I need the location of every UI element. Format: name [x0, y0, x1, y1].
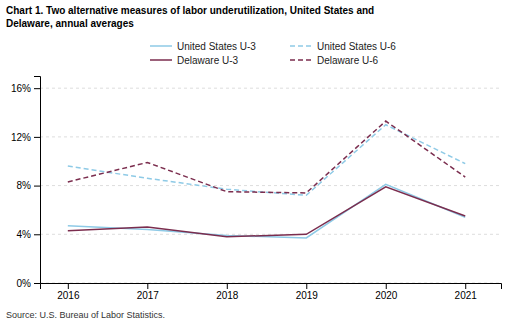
legend-swatch [150, 45, 172, 47]
x-tick: 2021 [455, 283, 478, 301]
y-tick-mark [34, 186, 40, 187]
legend-label: Delaware U-6 [317, 55, 379, 66]
series-line [68, 187, 465, 237]
x-tick-mark [68, 283, 69, 289]
legend-swatch [150, 59, 172, 61]
y-tick: 16% [11, 83, 40, 94]
y-tick: 4% [17, 229, 40, 240]
y-tick-mark [34, 88, 40, 89]
x-axis: 2016 2017 2018 2019 2020 2021 [41, 283, 502, 301]
legend-label: United States U-6 [317, 41, 396, 52]
x-tick: 2018 [216, 283, 239, 301]
grid-line [40, 185, 501, 186]
y-axis-line [34, 77, 41, 284]
x-axis-line [41, 284, 502, 290]
title: Chart 1. Two alternative measures of lab… [6, 5, 374, 16]
y-tick-label: 0% [17, 278, 32, 289]
y-tick-label: 12% [11, 132, 31, 143]
grid-line [40, 88, 501, 89]
grid-line [40, 136, 501, 137]
y-tick-mark [34, 234, 40, 235]
y-tick: 12% [11, 132, 40, 143]
x-tick-label: 2021 [455, 290, 478, 301]
legend-swatch [290, 59, 312, 61]
grid [40, 88, 501, 283]
x-tick: 2020 [375, 283, 398, 301]
y-tick-label: 4% [17, 229, 32, 240]
legend-swatch [290, 45, 312, 47]
y-tick: 0% [17, 278, 40, 289]
chart: Chart 1. Two alternative measures of lab… [0, 0, 515, 323]
legend-label: United States U-3 [177, 41, 256, 52]
y-tick-mark [34, 283, 40, 284]
series-group [68, 121, 465, 238]
x-tick-label: 2019 [296, 290, 319, 301]
x-tick-mark [227, 283, 228, 289]
x-tick-label: 2020 [375, 290, 398, 301]
y-tick-mark [34, 137, 40, 138]
source: Source: U.S. Bureau of Labor Statistics. [6, 310, 165, 320]
legend-label: Delaware U-3 [177, 55, 239, 66]
x-tick-label: 2018 [216, 290, 239, 301]
x-tick: 2017 [137, 283, 160, 301]
plot: 2016 2017 2018 2019 2020 2021 0% 4% 8% 12% 16% [11, 77, 502, 302]
x-tick: 2019 [296, 283, 319, 301]
x-tick-label: 2017 [137, 290, 160, 301]
x-tick-mark [465, 283, 466, 289]
x-tick-label: 2016 [57, 290, 80, 301]
y-tick: 8% [17, 180, 40, 191]
y-tick-label: 16% [11, 83, 31, 94]
title: Delaware, annual averages [6, 18, 134, 29]
x-tick: 2016 [57, 283, 80, 301]
y-tick-label: 8% [17, 180, 32, 191]
x-tick-mark [147, 283, 148, 289]
x-tick-mark [306, 283, 307, 289]
legend: United States U-3 United States U-6 Delawa… [150, 41, 396, 66]
series-line [68, 121, 465, 193]
y-axis: 0% 4% 8% 12% 16% [11, 77, 41, 289]
x-tick-mark [386, 283, 387, 289]
